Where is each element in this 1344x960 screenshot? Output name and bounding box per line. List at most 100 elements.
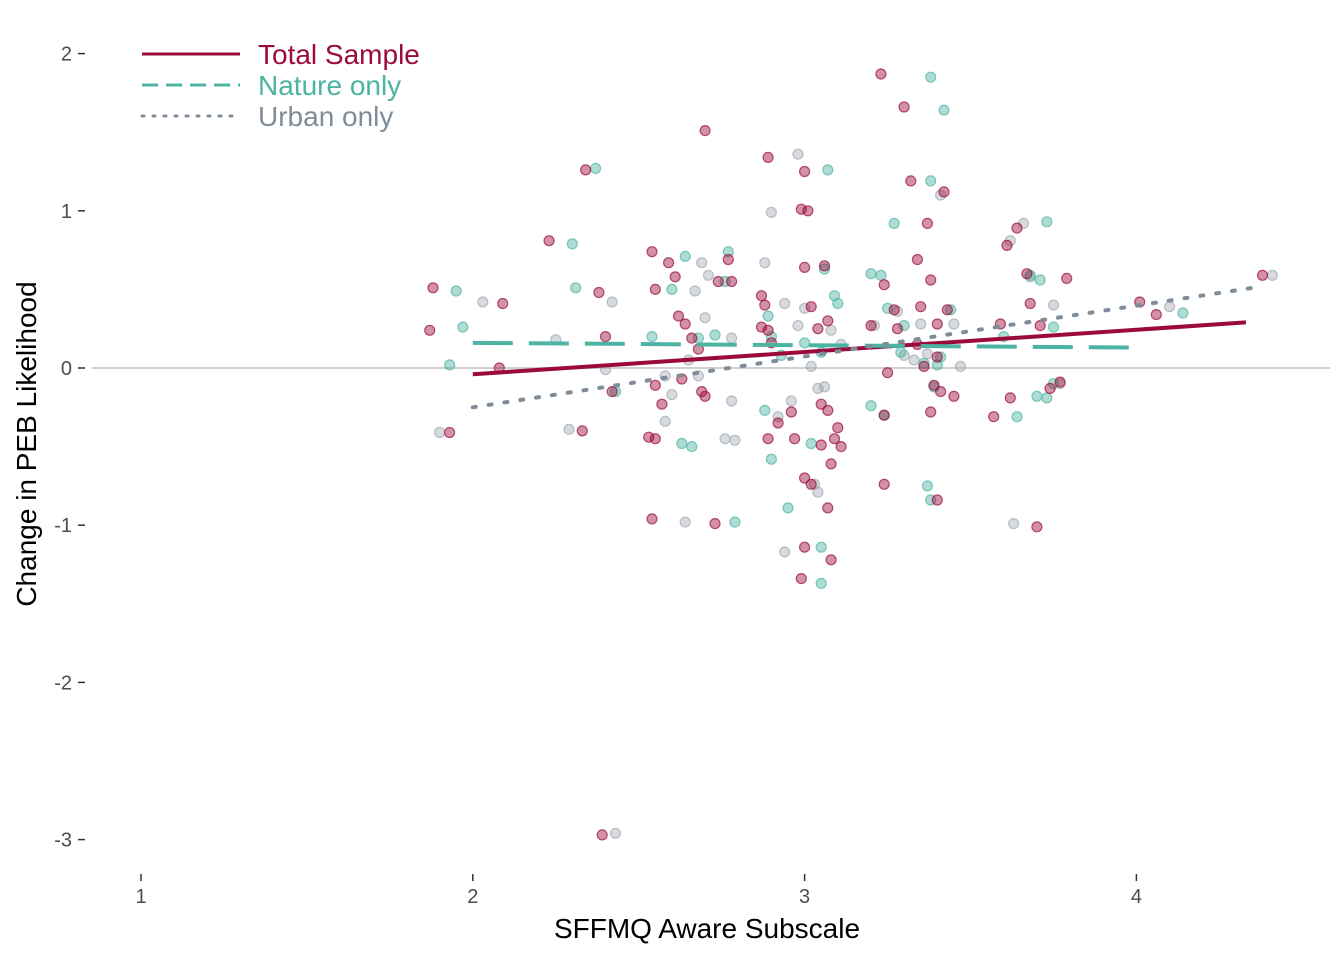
- data-point-solid-10: [576, 425, 588, 437]
- fit-line-dotted: [470, 285, 1255, 410]
- data-point-dotted-19: [679, 516, 691, 528]
- data-point-dotted-31: [818, 381, 831, 393]
- data-point-solid-82: [934, 386, 947, 398]
- data-point-solid-37: [762, 324, 774, 336]
- data-point-solid-45: [798, 165, 811, 178]
- data-point-solid-46: [798, 261, 811, 273]
- data-point-dotted-29: [805, 360, 817, 372]
- data-point-solid-62: [825, 554, 837, 566]
- data-point-dashed-48: [931, 359, 943, 371]
- data-point-solid-41: [785, 406, 797, 418]
- x-tick-label: 1: [135, 886, 146, 908]
- data-point-dotted-11: [696, 257, 708, 269]
- data-point-dotted-45: [954, 360, 967, 372]
- data-point-dashed-33: [875, 269, 887, 281]
- data-point-solid-65: [898, 101, 910, 113]
- data-point-solid-44: [802, 205, 814, 217]
- data-point-solid-56: [835, 441, 847, 453]
- data-point-solid-96: [1034, 320, 1046, 332]
- data-point-solid-73: [888, 304, 900, 316]
- data-point-solid-1: [424, 324, 436, 336]
- data-point-solid-67: [938, 186, 950, 198]
- data-point-dashed-8: [666, 283, 678, 295]
- data-point-solid-48: [818, 260, 831, 272]
- data-point-solid-72: [865, 320, 877, 332]
- data-point-dashed-13: [709, 329, 721, 341]
- data-point-dashed-58: [1031, 390, 1043, 402]
- data-point-dotted-0: [434, 426, 446, 439]
- data-point-solid-84: [948, 390, 960, 402]
- data-point-solid-99: [1061, 272, 1073, 284]
- data-point-solid-100: [1031, 521, 1043, 533]
- data-point-dashed-39: [895, 346, 907, 358]
- data-point-dashed-26: [822, 164, 834, 176]
- data-point-dashed-41: [925, 71, 937, 83]
- data-point-dotted-10: [689, 285, 701, 297]
- data-point-dotted-26: [792, 148, 804, 160]
- data-point-solid-49: [822, 315, 834, 327]
- data-point-dashed-3: [566, 238, 578, 250]
- data-point-dotted-16: [719, 433, 731, 445]
- data-point-solid-52: [822, 404, 834, 416]
- data-point-dashed-52: [1034, 274, 1046, 286]
- data-point-solid-26: [699, 390, 711, 402]
- data-point-solid-11: [596, 829, 608, 841]
- x-axis-title: SFFMQ Aware Subscale: [554, 913, 860, 944]
- data-point-solid-79: [931, 351, 943, 363]
- data-point-solid-47: [805, 301, 817, 313]
- data-point-dashed-11: [676, 437, 688, 450]
- data-point-dashed-25: [818, 263, 831, 275]
- data-point-dashed-12: [686, 441, 698, 453]
- data-point-solid-95: [1004, 392, 1016, 404]
- data-point-solid-29: [725, 275, 738, 288]
- data-point-solid-92: [1024, 297, 1036, 310]
- data-point-dotted-27: [792, 320, 804, 332]
- data-point-solid-94: [988, 411, 1000, 423]
- data-point-solid-36: [755, 321, 768, 333]
- data-point-solid-16: [672, 310, 685, 322]
- data-point-solid-39: [772, 417, 784, 429]
- y-tick-label: 0: [61, 358, 72, 380]
- data-point-dotted-22: [759, 257, 771, 269]
- data-point-solid-0: [427, 282, 439, 294]
- data-point-solid-34: [755, 290, 768, 302]
- data-point-solid-97: [1044, 382, 1056, 394]
- data-point-dotted-1: [477, 296, 489, 308]
- y-tick-label: -2: [54, 672, 72, 694]
- data-point-solid-90: [1011, 222, 1023, 234]
- data-points-layer: [424, 68, 1279, 841]
- data-point-dotted-32: [825, 324, 837, 336]
- data-point-dashed-14: [722, 246, 734, 258]
- legend-label-dotted: Urban only: [258, 101, 393, 132]
- data-point-solid-74: [891, 323, 904, 335]
- data-point-dashed-38: [898, 320, 910, 332]
- data-point-dotted-50: [1047, 299, 1060, 311]
- data-point-solid-98: [1054, 376, 1066, 388]
- data-point-dotted-18: [725, 395, 738, 407]
- data-point-solid-30: [699, 125, 711, 137]
- data-point-dashed-20: [765, 453, 778, 465]
- data-point-dashed-54: [1011, 411, 1023, 423]
- data-point-solid-53: [832, 422, 844, 434]
- data-point-dotted-9: [659, 415, 671, 427]
- data-point-dotted-41: [921, 348, 934, 360]
- data-point-solid-70: [925, 274, 937, 286]
- data-point-dashed-5: [589, 162, 602, 174]
- data-point-dotted-5: [606, 296, 618, 308]
- data-point-solid-35: [759, 299, 771, 311]
- data-point-dashed-59: [1177, 307, 1189, 319]
- data-point-solid-61: [798, 541, 811, 553]
- data-point-solid-83: [925, 406, 937, 418]
- data-point-dashed-57: [1041, 392, 1053, 404]
- data-point-dotted-21: [765, 206, 778, 218]
- data-point-dashed-23: [798, 337, 811, 349]
- data-point-solid-5: [543, 235, 555, 247]
- data-point-solid-85: [878, 409, 890, 421]
- data-point-solid-3: [497, 297, 509, 310]
- data-point-dotted-20: [725, 332, 738, 344]
- data-point-solid-103: [1256, 269, 1269, 281]
- data-point-dashed-19: [759, 404, 771, 416]
- data-point-dashed-7: [646, 331, 658, 343]
- data-point-dashed-22: [782, 502, 794, 514]
